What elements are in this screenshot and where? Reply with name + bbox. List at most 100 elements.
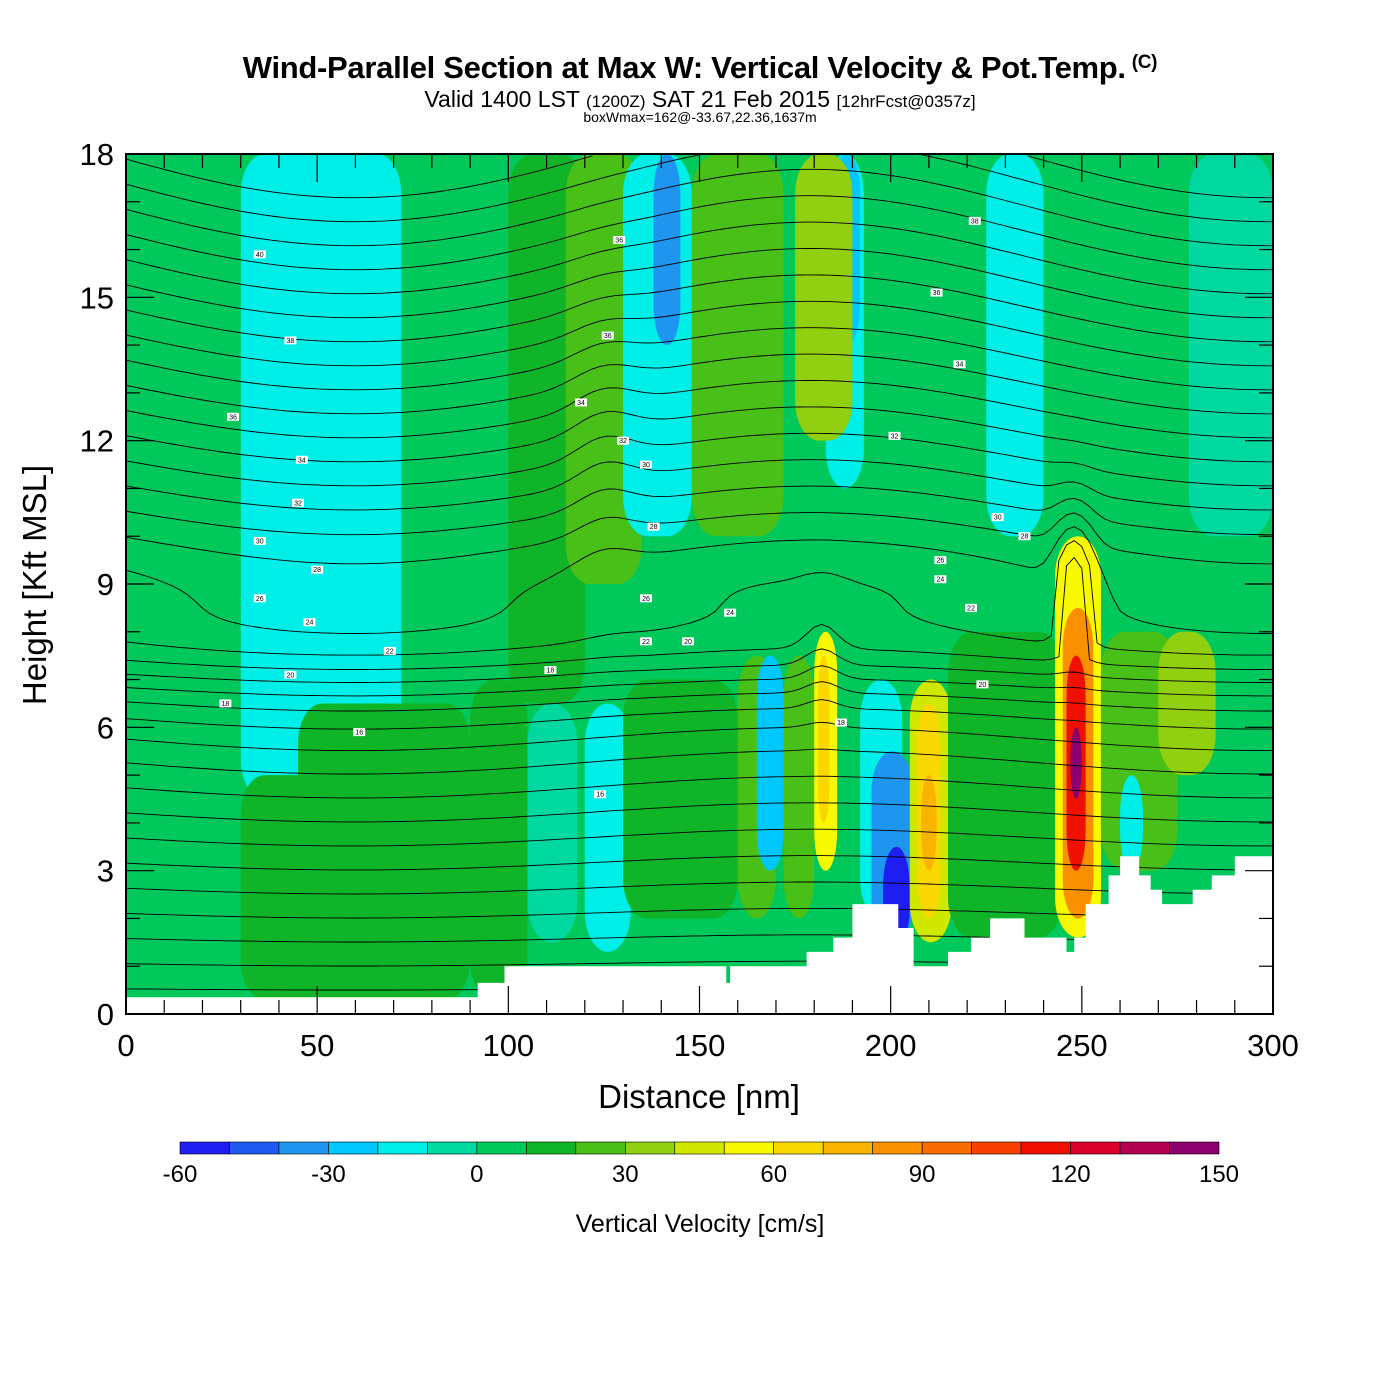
isentrope-line <box>126 748 1273 775</box>
isentrope-line <box>126 540 1273 656</box>
contour-label-bg <box>930 288 943 297</box>
contour-label-text: 38 <box>971 218 979 225</box>
isentrope-line <box>126 432 1273 487</box>
isentrope-line <box>126 459 1273 511</box>
velocity-cell <box>921 775 937 871</box>
potential-temperature-contours <box>126 154 1273 991</box>
contour-label-bg <box>601 331 614 340</box>
contour-label-text: 32 <box>891 433 899 440</box>
contour-label: 18 <box>834 718 847 727</box>
colorbar-swatch <box>674 1141 725 1155</box>
velocity-cell <box>470 679 528 1000</box>
contour-label-bg <box>219 699 232 708</box>
contour-label: 32 <box>888 431 901 440</box>
contour-label: 34 <box>295 455 308 464</box>
contour-label: 24 <box>303 618 316 627</box>
y-tick-label: 12 <box>80 424 114 459</box>
valid-zulu: (1200Z) <box>585 92 646 111</box>
contour-label-bg <box>639 637 652 646</box>
contour-label-text: 30 <box>994 515 1002 522</box>
colorbar-swatch <box>377 1141 428 1155</box>
title-text: Wind-Parallel Section at Max W: Vertical… <box>242 50 1126 85</box>
contour-label-bg <box>284 336 297 345</box>
x-tick-label: 0 <box>117 1028 134 1063</box>
isentrope-line <box>126 775 1273 799</box>
contour-label-bg <box>574 398 587 407</box>
colorbar-swatch <box>229 1141 280 1155</box>
isentrope-line <box>126 380 1273 439</box>
colorbar-tick-label: 120 <box>1051 1161 1091 1188</box>
contour-label: 20 <box>284 670 297 679</box>
isentrope-line <box>126 485 1273 536</box>
contour-label-text: 38 <box>287 338 295 345</box>
contour-label-text: 36 <box>933 290 941 297</box>
isentrope-line <box>126 699 1273 730</box>
velocity-cell <box>948 631 1063 938</box>
contour-label-text: 30 <box>642 462 650 469</box>
contour-label-text: 36 <box>229 414 237 421</box>
contour-label-text: 18 <box>837 720 845 727</box>
contour-label-bg <box>1018 532 1031 541</box>
contour-label: 28 <box>647 522 660 531</box>
contour-label-bg <box>284 670 297 679</box>
colorbar-tick-label: 0 <box>470 1161 483 1188</box>
y-tick-label: 15 <box>80 280 114 315</box>
contour-label-bg <box>964 603 977 612</box>
isentrope-line <box>126 526 1273 634</box>
contour-label-bg <box>934 556 947 565</box>
y-tick-label: 0 <box>97 997 114 1032</box>
contour-label-bg <box>253 250 266 259</box>
copyright-mark: (C) <box>1131 52 1158 73</box>
contour-label-bg <box>888 431 901 440</box>
contour-label-text: 30 <box>256 539 264 546</box>
colorbar-swatch <box>476 1141 527 1155</box>
contour-label: 26 <box>639 594 652 603</box>
velocity-cell <box>623 679 738 919</box>
contour-label-text: 36 <box>604 333 612 340</box>
isentrope-line <box>126 681 1273 712</box>
contour-label-text: 28 <box>650 524 658 531</box>
isentrope-line <box>126 828 1273 847</box>
colorbar-swatch <box>1020 1141 1071 1155</box>
terrain-mask <box>126 856 1273 1014</box>
contour-label-text: 22 <box>642 639 650 646</box>
contour-label: 26 <box>934 556 947 565</box>
contour-label-bg <box>544 666 557 674</box>
y-tick-label: 18 <box>80 137 114 172</box>
contour-label: 30 <box>639 460 652 469</box>
contour-label-text: 28 <box>1021 534 1029 541</box>
contour-label-text: 16 <box>355 730 363 737</box>
velocity-cell <box>278 297 356 489</box>
contour-label-bg <box>253 537 266 545</box>
y-axis-title: Height [Kft MSL] <box>16 465 53 705</box>
colorbar-tick-label: 150 <box>1199 1161 1239 1188</box>
y-tick-label: 3 <box>97 854 114 889</box>
velocity-cell <box>783 655 815 919</box>
colorbar-swatch <box>773 1141 824 1155</box>
contour-label-bg <box>292 498 305 507</box>
contour-label: 28 <box>1018 532 1031 541</box>
contour-label: 20 <box>682 637 695 646</box>
contour-label-text: 24 <box>936 577 944 584</box>
contour-label-text: 34 <box>577 400 585 407</box>
velocity-cell <box>986 154 1044 537</box>
contour-label: 28 <box>311 565 324 574</box>
contour-label-bg <box>976 680 989 689</box>
contour-label: 24 <box>724 608 737 617</box>
contour-label-text: 26 <box>256 596 264 603</box>
isentrope-line <box>126 648 1273 683</box>
colorbar-swatch <box>575 1141 626 1155</box>
velocity-cell <box>1120 775 1144 871</box>
contour-label-text: 20 <box>979 682 987 689</box>
contour-label: 36 <box>613 236 626 245</box>
contour-label-bg <box>227 412 240 421</box>
colorbar-swatch <box>921 1141 972 1155</box>
valid-prefix: Valid 1400 LST <box>424 86 580 112</box>
x-tick-label: 200 <box>865 1028 917 1063</box>
forecast-info: [12hrFcst@0357z] <box>836 92 976 111</box>
contour-label: 16 <box>353 728 366 737</box>
contour-label-text: 40 <box>256 252 264 259</box>
x-tick-label: 250 <box>1056 1028 1108 1063</box>
contour-label-bg <box>968 216 981 225</box>
